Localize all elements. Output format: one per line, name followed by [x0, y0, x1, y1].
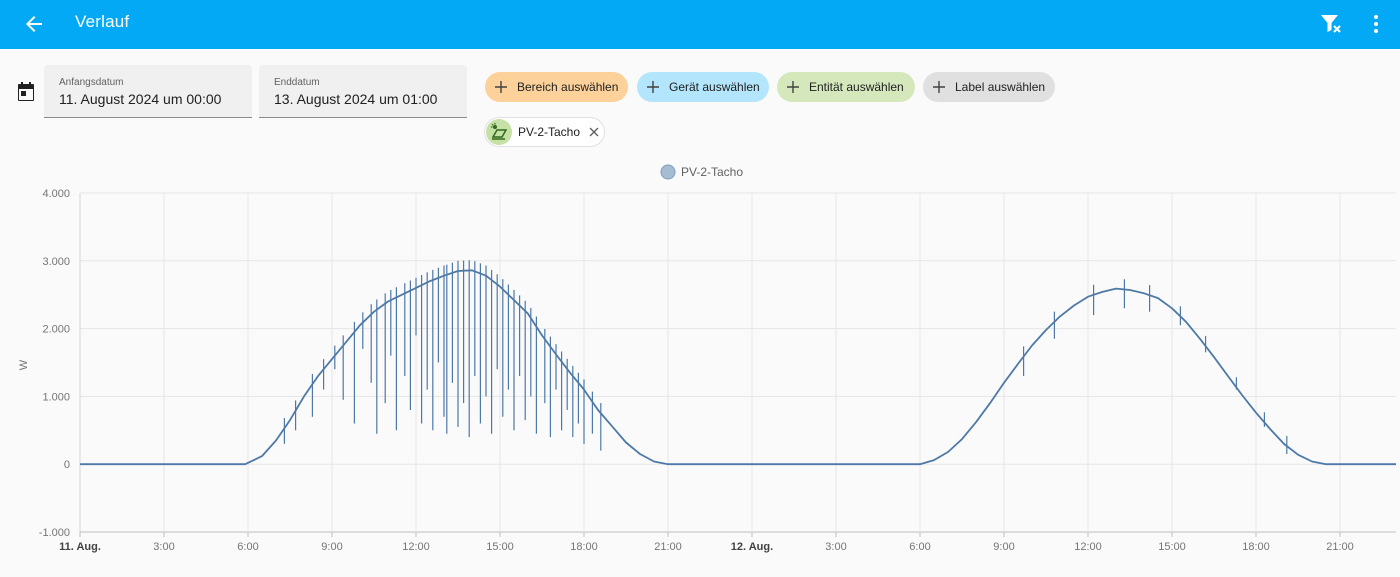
y-tick-label: -1.000 [39, 527, 70, 539]
entity-chip-label: PV-2-Tacho [518, 125, 581, 139]
x-tick-label: 18:00 [1242, 541, 1270, 553]
series-line [80, 269, 1396, 466]
x-tick-label: 9:00 [321, 541, 342, 553]
end-date-label: Enddatum [274, 77, 320, 88]
legend-swatch [660, 164, 676, 180]
arrow-left-icon[interactable] [20, 10, 48, 38]
series-pv-2-tacho [80, 260, 1396, 466]
dots-vertical-icon[interactable] [1364, 11, 1388, 37]
x-tick-label: 3:00 [825, 541, 846, 553]
x-tick-label: 21:00 [654, 541, 682, 553]
close-icon[interactable] [588, 126, 600, 138]
plus-icon [787, 81, 799, 93]
x-tick-label: 21:00 [1326, 541, 1354, 553]
end-date-field[interactable]: Enddatum 13. August 2024 um 01:00 [259, 65, 467, 118]
plus-icon [495, 81, 507, 93]
x-tick-label: 6:00 [237, 541, 258, 553]
device-select-chip[interactable]: Gerät auswählen [637, 72, 769, 102]
calendar-icon[interactable] [14, 80, 38, 104]
plus-icon [647, 81, 659, 93]
chart-grid [79, 192, 1396, 537]
chip-label: Entität auswählen [809, 80, 904, 94]
chip-label: Gerät auswählen [669, 80, 760, 94]
entity-select-chip[interactable]: Entität auswählen [777, 72, 915, 102]
x-tick-label: 12:00 [402, 541, 430, 553]
area-select-chip[interactable]: Bereich auswählen [485, 72, 628, 102]
plus-icon [933, 81, 945, 93]
page-title: Verlauf [75, 12, 130, 31]
y-axis-labels: 4.000 3.000 2.000 1.000 0 -1.000 [39, 188, 70, 539]
x-tick-label: 6:00 [909, 541, 930, 553]
history-chart: 4.000 3.000 2.000 1.000 0 -1.000 11. Aug. 3:00… [18, 164, 1396, 553]
end-date-value: 13. August 2024 um 01:00 [274, 91, 438, 107]
y-tick-label: 0 [64, 459, 70, 471]
y-axis-title: W [18, 359, 30, 370]
y-tick-label: 1.000 [42, 391, 70, 403]
y-tick-label: 4.000 [42, 188, 70, 200]
x-tick-label: 15:00 [486, 541, 514, 553]
x-tick-label: 9:00 [993, 541, 1014, 553]
legend-label: PV-2-Tacho [681, 165, 743, 179]
y-tick-label: 2.000 [42, 324, 70, 336]
x-axis-labels: 11. Aug. 3:00 6:00 9:00 12:00 15:00 18:00 21:00… [59, 541, 1354, 553]
start-date-label: Anfangsdatum [59, 77, 124, 88]
selected-entity-chip[interactable]: PV-2-Tacho [484, 117, 605, 147]
y-tick-label: 3.000 [42, 256, 70, 268]
chip-label: Label auswählen [955, 80, 1046, 94]
solar-panel-icon [486, 119, 512, 145]
chart-legend[interactable]: PV-2-Tacho [660, 164, 743, 180]
label-select-chip[interactable]: Label auswählen [923, 72, 1055, 102]
x-tick-label: 12:00 [1074, 541, 1102, 553]
chip-label: Bereich auswählen [517, 80, 619, 94]
x-tick-label: 11. Aug. [59, 541, 101, 553]
start-date-value: 11. August 2024 um 00:00 [59, 91, 222, 107]
x-tick-label: 15:00 [1158, 541, 1186, 553]
x-tick-label: 12. Aug. [731, 541, 773, 553]
filter-remove-icon[interactable] [1318, 11, 1344, 37]
x-tick-label: 3:00 [153, 541, 174, 553]
top-app-bar: Verlauf [0, 0, 1400, 49]
start-date-field[interactable]: Anfangsdatum 11. August 2024 um 00:00 [44, 65, 252, 118]
x-tick-label: 18:00 [570, 541, 598, 553]
